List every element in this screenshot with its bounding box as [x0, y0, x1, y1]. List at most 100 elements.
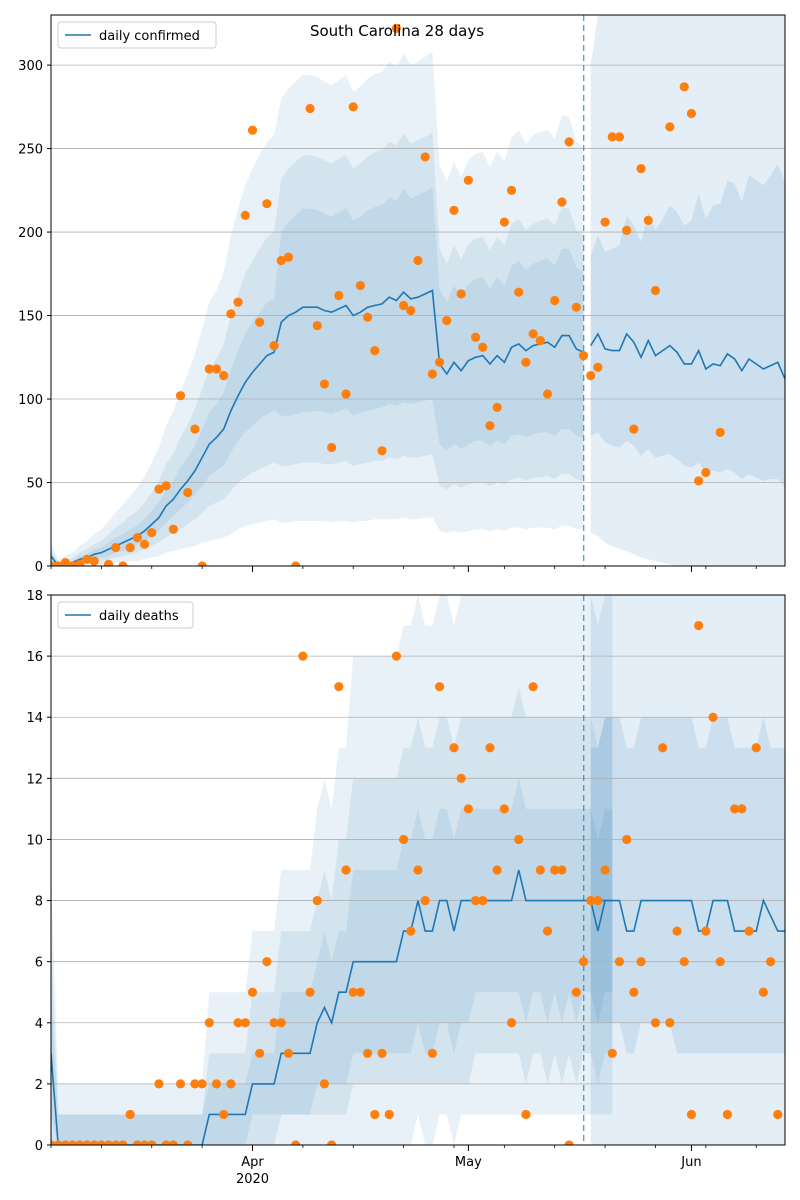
observed-point: [622, 225, 632, 235]
observed-point: [89, 556, 99, 566]
observed-point: [449, 743, 459, 753]
y-tick-label: 2: [35, 1078, 43, 1093]
observed-point: [542, 389, 553, 399]
observed-point: [75, 559, 85, 566]
observed-point: [341, 865, 351, 875]
observed-point: [399, 300, 409, 311]
observed-point: [420, 895, 430, 906]
observed-point: [427, 1048, 437, 1058]
observed-point: [75, 1140, 85, 1145]
observed-point: [766, 957, 776, 967]
observed-point: [219, 1109, 229, 1120]
observed-point: [147, 1140, 157, 1145]
observed-point: [118, 1140, 128, 1145]
plot-area: [51, 595, 785, 1145]
observed-point: [276, 1018, 286, 1028]
observed-point: [82, 1140, 92, 1145]
observed-point: [226, 1079, 236, 1089]
observed-point: [434, 682, 445, 692]
observed-point: [470, 332, 481, 342]
observed-point: [456, 289, 466, 299]
observed-point: [118, 561, 128, 566]
observed-point: [679, 957, 689, 967]
observed-point: [255, 1048, 265, 1058]
observed-point: [665, 1018, 675, 1028]
observed-point: [478, 342, 488, 352]
observed-point: [355, 987, 366, 997]
observed-point: [327, 442, 337, 453]
observed-point: [449, 205, 459, 215]
observed-point: [283, 252, 294, 262]
plot-area: [51, 15, 785, 566]
observed-point: [535, 335, 545, 346]
observed-point: [636, 957, 646, 967]
observed-point: [506, 185, 517, 195]
observed-point: [521, 1109, 531, 1120]
observed-point: [111, 543, 121, 553]
band-inner-forecast: [590, 163, 785, 488]
band-inner-fit: [51, 186, 584, 566]
forecast-line: [590, 332, 785, 380]
observed-point: [499, 217, 509, 227]
legend: daily confirmed: [57, 21, 217, 49]
observed-point: [161, 481, 171, 491]
observed-point: [183, 1140, 193, 1145]
deaths-chart: 0 2 4 6 8 10 12 14 16 18 Apr 2020 May Jun daily deaths: [26, 589, 786, 1187]
y-tick-label: 150: [18, 310, 43, 325]
observed-point: [82, 554, 92, 564]
legend-label: daily deaths: [99, 609, 179, 624]
observed-point: [463, 804, 473, 814]
observed-point: [492, 402, 502, 412]
observed-point: [103, 559, 114, 566]
observed-point: [363, 1048, 373, 1058]
observed-point: [694, 476, 704, 486]
observed-point: [269, 341, 279, 351]
observed-point: [53, 1140, 63, 1145]
observed-point: [305, 103, 315, 114]
observed-point: [168, 1140, 178, 1145]
observed-point: [240, 210, 250, 220]
observed-point: [312, 320, 322, 331]
observed-point: [650, 1018, 661, 1028]
observed-point: [715, 957, 725, 967]
observed-point: [348, 987, 358, 997]
observed-point: [384, 1109, 394, 1120]
observed-point: [269, 1018, 279, 1028]
observed-point: [607, 132, 617, 142]
observed-point: [672, 926, 682, 936]
observed-point: [593, 362, 603, 372]
observed-point: [694, 620, 704, 631]
observed-point: [291, 1140, 301, 1145]
observed-point: [442, 315, 452, 326]
observed-point: [550, 865, 560, 875]
observed-point: [773, 1109, 783, 1120]
observed-point: [211, 364, 222, 374]
observed-point: [557, 865, 567, 875]
observed-point: [197, 561, 207, 566]
observed-point: [456, 773, 466, 783]
observed-point: [406, 926, 416, 936]
observed-point: [427, 369, 437, 379]
observed-point: [535, 865, 545, 875]
y-tick-label: 100: [18, 393, 43, 408]
x-tick-label: Apr: [241, 1155, 264, 1170]
y-tick-label: 14: [26, 711, 43, 726]
observed-point: [377, 1048, 387, 1058]
legend: daily deaths: [57, 601, 194, 629]
y-tick-label: 12: [26, 772, 43, 787]
y-tick-label: 18: [26, 589, 43, 604]
observed-point: [658, 743, 668, 753]
observed-point: [622, 834, 632, 845]
observed-point: [715, 427, 725, 438]
y-tick-label: 200: [18, 226, 43, 241]
observed-point: [312, 895, 322, 906]
observed-point: [175, 1079, 186, 1089]
observed-point: [470, 895, 481, 906]
observed-point: [758, 987, 769, 997]
observed-point: [53, 561, 63, 566]
y-tick-label: 0: [35, 1139, 43, 1154]
observed-point: [103, 1140, 114, 1145]
observed-point: [204, 364, 214, 374]
observed-point: [154, 484, 164, 494]
